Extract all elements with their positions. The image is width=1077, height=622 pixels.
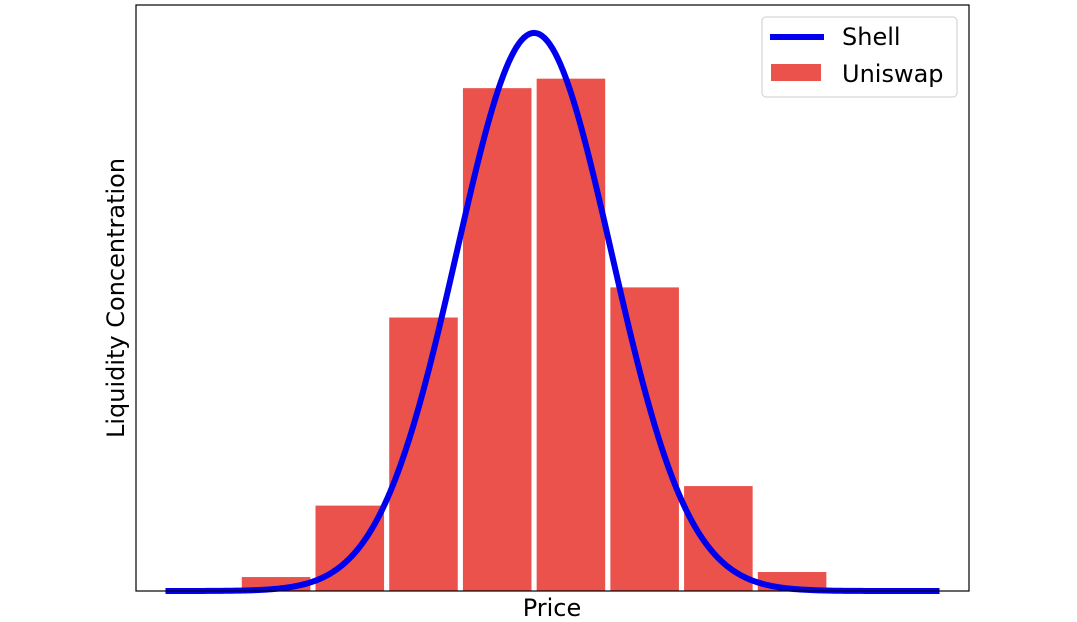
legend-swatch-uniswap: [771, 64, 821, 81]
bar-uniswap-3: [389, 317, 458, 591]
bar-uniswap-5: [536, 78, 606, 591]
legend-label-shell: Shell: [842, 23, 901, 51]
bar-uniswap-4: [462, 88, 532, 591]
legend-label-uniswap: Uniswap: [842, 60, 944, 88]
plot-frame: [135, 4, 970, 592]
legend: Shell Uniswap: [761, 16, 958, 98]
uniswap-bars: [241, 78, 827, 591]
x-axis-label: Price: [523, 594, 582, 622]
bar-uniswap-6: [610, 287, 679, 591]
shell-curve: [165, 29, 940, 594]
y-axis-label: Liquidity Concentration: [102, 158, 130, 438]
